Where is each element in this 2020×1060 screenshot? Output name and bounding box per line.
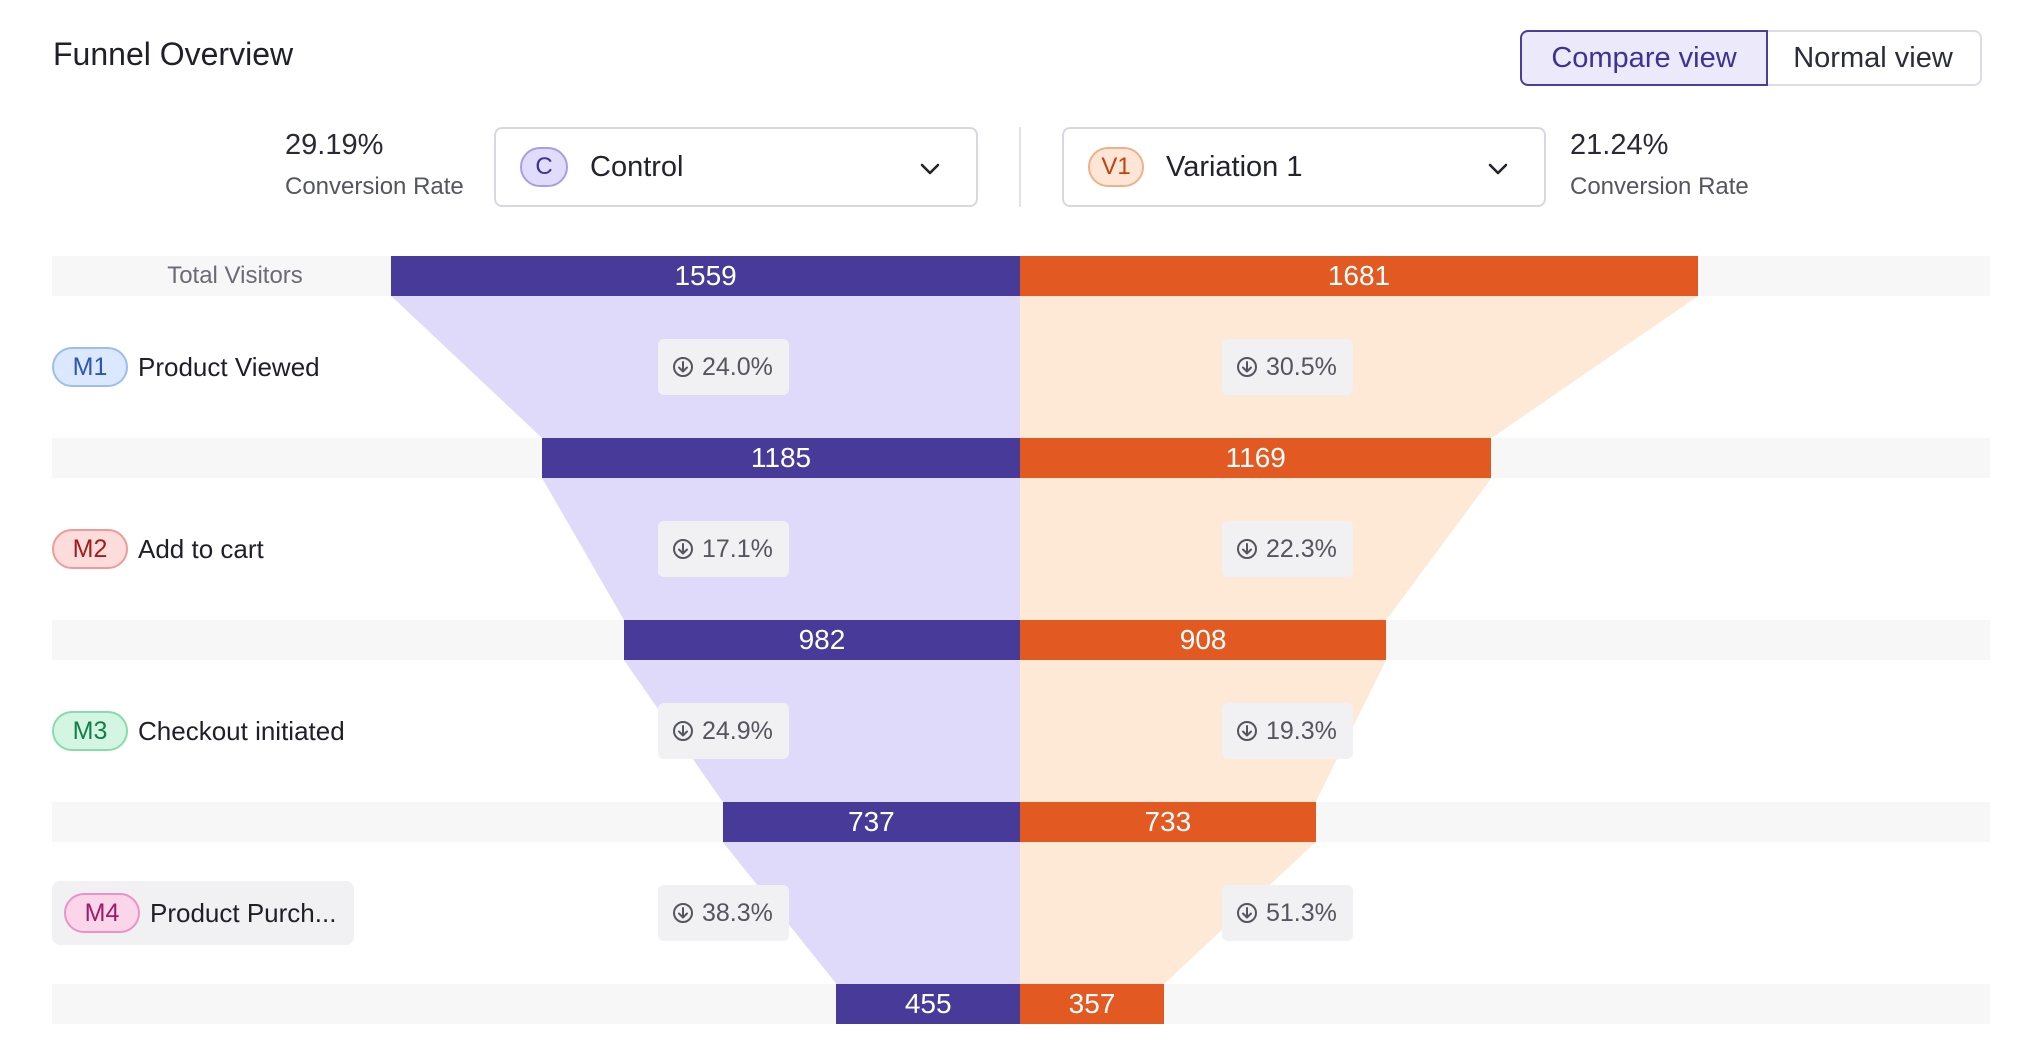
arrow-down-circle-icon [673,539,693,559]
control-bar: 1559 [391,256,1020,296]
page-title: Funnel Overview [53,36,294,72]
variation-drop-off: 19.3% [1222,703,1353,759]
control-select-label: Control [590,150,684,183]
chevron-down-icon [1488,163,1508,175]
control-funnel-segment [722,842,1020,984]
drop-off-value: 24.9% [702,716,773,745]
variation-conversion-rate: 21.24% [1570,129,1669,161]
variation-bar: 1169 [1020,438,1492,478]
metric-badge: M1 [52,347,128,387]
arrow-down-circle-icon [673,721,693,741]
arrow-down-circle-icon [1237,721,1257,741]
normal-view-button[interactable]: Normal view [1766,30,1982,86]
metric-name: Add to cart [138,533,264,564]
drop-off-value: 24.0% [702,352,773,381]
step-label-m4[interactable]: M4 Product Purch... [52,881,354,945]
variation-bar: 1681 [1020,256,1698,296]
chevron-down-icon [920,163,940,175]
metric-name: Product Purch... [150,897,337,928]
variation-funnel-segment [1020,660,1387,802]
step-label-m1: M1 Product Viewed [52,347,320,387]
arrow-down-circle-icon [1237,539,1257,559]
control-badge: C [520,147,568,187]
variation-drop-off: 22.3% [1222,521,1353,577]
variation-funnel-segment [1020,296,1698,438]
control-bar: 455 [836,984,1020,1024]
control-bar: 737 [722,802,1020,842]
control-bar: 982 [623,620,1020,660]
control-drop-off: 17.1% [658,521,789,577]
control-drop-off: 24.0% [658,339,789,395]
variation-select-label: Variation 1 [1166,150,1303,183]
metric-name: Checkout initiated [138,715,345,746]
control-conversion-rate-label: Conversion Rate [285,173,464,200]
selector-divider [1019,127,1021,207]
variation-bar: 357 [1020,984,1164,1024]
drop-off-value: 22.3% [1266,534,1337,563]
arrow-down-circle-icon [1237,357,1257,377]
variation-badge: V1 [1088,147,1144,187]
variation-bar: 908 [1020,620,1387,660]
variation-select[interactable]: V1 Variation 1 [1062,127,1546,207]
drop-off-value: 30.5% [1266,352,1337,381]
variation-conversion-rate-label: Conversion Rate [1570,173,1749,200]
metric-badge: M4 [64,893,140,933]
arrow-down-circle-icon [673,903,693,923]
variation-bar: 733 [1020,802,1316,842]
variation-funnel-segment [1020,842,1316,984]
metric-badge: M2 [52,529,128,569]
drop-off-value: 19.3% [1266,716,1337,745]
drop-off-value: 38.3% [702,898,773,927]
arrow-down-circle-icon [673,357,693,377]
step-label-m2: M2 Add to cart [52,529,264,569]
compare-view-button[interactable]: Compare view [1520,30,1768,86]
control-drop-off: 24.9% [658,703,789,759]
variation-drop-off: 51.3% [1222,885,1353,941]
total-visitors-label: Total Visitors [167,262,303,289]
control-select[interactable]: C Control [494,127,978,207]
control-bar: 1185 [542,438,1020,478]
control-funnel-segment [623,660,1020,802]
variation-drop-off: 30.5% [1222,339,1353,395]
metric-name: Product Viewed [138,351,320,382]
control-conversion-rate: 29.19% [285,129,384,161]
step-label-m3: M3 Checkout initiated [52,711,345,751]
drop-off-value: 51.3% [1266,898,1337,927]
drop-off-value: 17.1% [702,534,773,563]
control-drop-off: 38.3% [658,885,789,941]
arrow-down-circle-icon [1237,903,1257,923]
metric-badge: M3 [52,711,128,751]
